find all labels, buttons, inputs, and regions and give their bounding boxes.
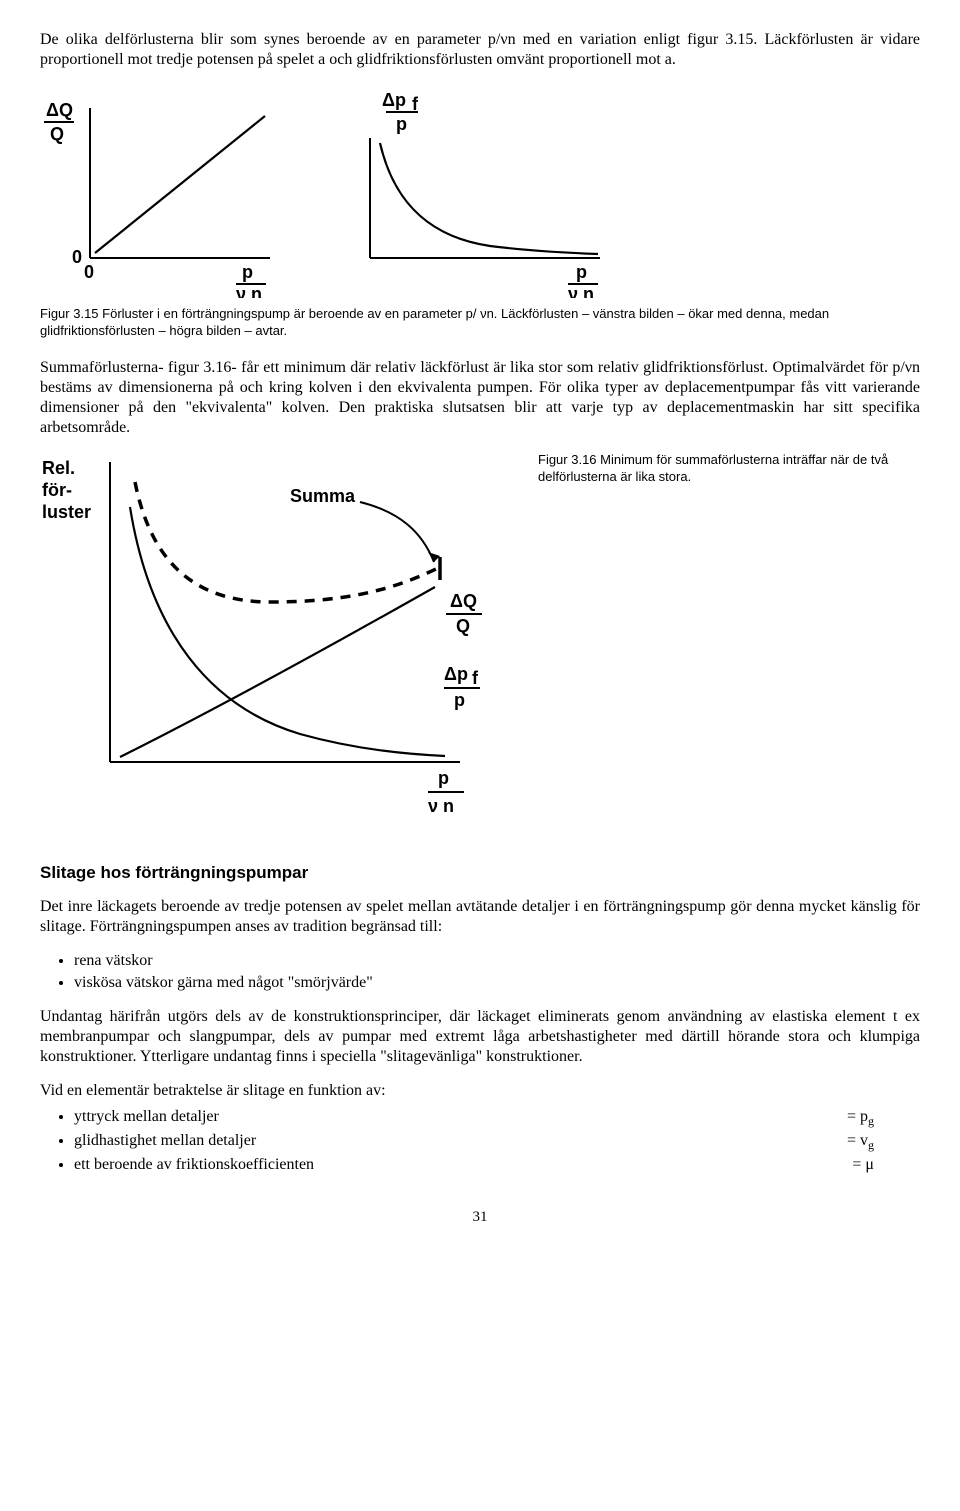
fig316-summa-label: Summa	[290, 486, 356, 506]
fig315-right-plot: Δp f p p ν n	[340, 88, 630, 298]
fig316-pf-top-sub: f	[472, 668, 479, 688]
param-right: = pg	[847, 1107, 874, 1129]
fig315-left-y-top: ΔQ	[46, 100, 73, 120]
list-item: glidhastighet mellan detaljer = vg	[74, 1131, 920, 1153]
fig316-q-bot: Q	[456, 616, 470, 636]
fig316-plot: Rel. för- luster Summa ΔQ Q Δp f p p ν n	[40, 452, 510, 822]
fig316-x-top: p	[438, 768, 449, 788]
param-right: = μ	[852, 1155, 874, 1177]
fig315-left-x-top: p	[242, 262, 253, 282]
list-item: rena vätskor	[74, 951, 920, 971]
figure-3-16: Rel. för- luster Summa ΔQ Q Δp f p p ν n…	[40, 452, 920, 822]
fig316-q-top: ΔQ	[450, 591, 477, 611]
param-right: = vg	[847, 1131, 874, 1153]
param-left: yttryck mellan detaljer	[74, 1107, 219, 1129]
fig315-right-x-bot: ν n	[568, 284, 594, 298]
paragraph-2: Summaförlusterna- figur 3.16- får ett mi…	[40, 358, 920, 438]
param-left: glidhastighet mellan detaljer	[74, 1131, 256, 1153]
list-item: viskösa vätskor gärna med något "smörjvä…	[74, 973, 920, 993]
fig316-ylabel-3: luster	[42, 502, 91, 522]
list-item: ett beroende av friktionskoefficienten =…	[74, 1155, 920, 1177]
fig316-ylabel-1: Rel.	[42, 458, 75, 478]
paragraph-5: Vid en elementär betraktelse är slitage …	[40, 1081, 920, 1101]
fig315-left-origin-y: 0	[72, 247, 82, 267]
fig315-right-x-top: p	[576, 262, 587, 282]
fig315-caption: Figur 3.15 Förluster i en förträngningsp…	[40, 306, 920, 340]
fig315-left-y-bot: Q	[50, 124, 64, 144]
list-item: yttryck mellan detaljer = pg	[74, 1107, 920, 1129]
paragraph-3: Det inre läckagets beroende av tredje po…	[40, 897, 920, 937]
section-heading-slitage: Slitage hos förträngningspumpar	[40, 862, 920, 883]
fig315-right-y-bot: p	[396, 114, 407, 134]
fig316-pf-bot: p	[454, 690, 465, 710]
list-2: yttryck mellan detaljer = pg glidhastigh…	[74, 1107, 920, 1178]
page-number: 31	[40, 1208, 920, 1227]
fig316-ylabel-2: för-	[42, 480, 72, 500]
fig316-caption: Figur 3.16 Minimum för summaförlusterna …	[538, 452, 918, 486]
param-left: ett beroende av friktionskoefficienten	[74, 1155, 314, 1177]
list-1: rena vätskor viskösa vätskor gärna med n…	[74, 951, 920, 993]
arrowhead-icon	[428, 552, 440, 562]
fig316-pf-top: Δp	[444, 664, 468, 684]
fig315-left-origin-x: 0	[84, 262, 94, 282]
paragraph-intro: De olika delförlusterna blir som synes b…	[40, 30, 920, 70]
fig316-x-bot: ν n	[428, 796, 454, 816]
fig315-right-y-top: Δp	[382, 90, 406, 110]
figure-3-15: ΔQ Q 0 0 p ν n Δp f p p ν n	[40, 88, 920, 298]
paragraph-4: Undantag härifrån utgörs dels av de kons…	[40, 1007, 920, 1067]
fig315-left-plot: ΔQ Q 0 0 p ν n	[40, 88, 300, 298]
fig315-left-x-bot: ν n	[236, 284, 262, 298]
